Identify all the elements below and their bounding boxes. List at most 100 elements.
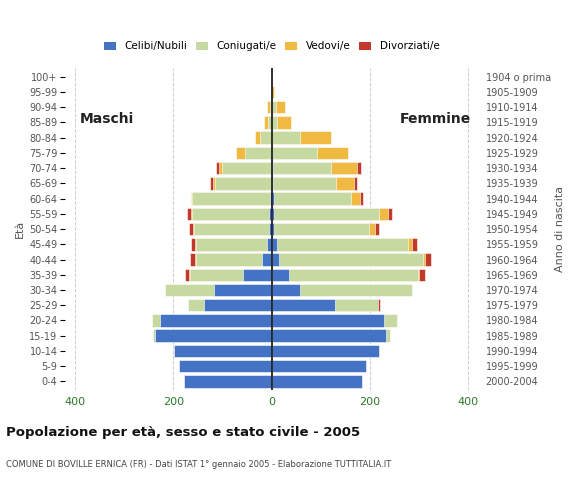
Bar <box>271 253 432 266</box>
Bar <box>271 162 357 174</box>
Bar <box>260 132 271 144</box>
Bar <box>219 162 271 174</box>
Bar <box>179 360 271 372</box>
Bar <box>269 207 271 220</box>
Bar <box>191 207 271 220</box>
Bar <box>271 238 417 251</box>
Text: COMUNE DI BOVILLE ERNICA (FR) - Dati ISTAT 1° gennaio 2005 - Elaborazione TUTTIT: COMUNE DI BOVILLE ERNICA (FR) - Dati IST… <box>6 459 391 468</box>
Bar <box>243 268 271 281</box>
Bar <box>187 207 271 220</box>
Bar <box>271 101 285 113</box>
Bar <box>193 223 271 235</box>
Bar <box>271 360 367 372</box>
Bar <box>185 268 271 281</box>
Bar <box>271 116 277 129</box>
Bar <box>235 147 271 159</box>
Bar <box>271 132 331 144</box>
Bar <box>153 329 271 342</box>
Bar <box>223 162 271 174</box>
Bar <box>270 192 271 205</box>
Bar <box>255 132 271 144</box>
Bar <box>271 147 349 159</box>
Bar <box>189 268 271 281</box>
Bar <box>271 192 274 205</box>
Bar <box>271 284 300 296</box>
Bar <box>271 192 360 205</box>
Bar <box>190 238 271 251</box>
Bar <box>271 116 291 129</box>
Text: Femmine: Femmine <box>400 112 471 126</box>
Bar <box>271 207 379 220</box>
Bar <box>271 162 273 174</box>
Bar <box>270 101 271 113</box>
Bar <box>190 207 271 220</box>
Text: Popolazione per età, sesso e stato civile - 2005: Popolazione per età, sesso e stato civil… <box>6 426 360 439</box>
Bar <box>262 253 271 266</box>
Text: Maschi: Maschi <box>80 112 134 126</box>
Bar <box>264 116 271 129</box>
Bar <box>197 253 271 266</box>
Bar <box>271 177 273 190</box>
Bar <box>267 101 271 113</box>
Bar <box>210 177 271 190</box>
Bar <box>271 86 274 98</box>
Bar <box>160 314 271 327</box>
Bar <box>195 253 271 266</box>
Bar <box>271 207 392 220</box>
Bar <box>192 192 271 205</box>
Bar <box>175 345 271 357</box>
Bar <box>271 299 378 312</box>
Bar <box>215 177 271 190</box>
Bar <box>271 238 277 251</box>
Bar <box>271 253 279 266</box>
Bar <box>271 132 300 144</box>
Bar <box>204 299 271 312</box>
Bar <box>188 299 271 312</box>
Bar <box>271 299 380 312</box>
Bar <box>190 268 271 281</box>
Bar <box>189 223 271 235</box>
Bar <box>271 253 423 266</box>
Bar <box>271 223 379 235</box>
Bar <box>271 177 354 190</box>
Bar <box>271 314 384 327</box>
Bar <box>271 101 275 113</box>
Bar <box>165 284 271 296</box>
Bar <box>271 345 379 357</box>
Bar <box>271 238 412 251</box>
Y-axis label: Età: Età <box>15 220 25 238</box>
Bar <box>190 253 271 266</box>
Bar <box>271 192 362 205</box>
Bar <box>213 177 271 190</box>
Bar <box>184 375 271 388</box>
Bar <box>271 162 361 174</box>
Bar <box>271 207 274 220</box>
Bar <box>271 207 387 220</box>
Bar <box>271 329 390 342</box>
Bar <box>191 192 271 205</box>
Bar <box>216 162 271 174</box>
Legend: Celibi/Nubili, Coniugati/e, Vedovi/e, Divorziati/e: Celibi/Nubili, Coniugati/e, Vedovi/e, Di… <box>104 41 440 51</box>
Bar <box>195 238 271 251</box>
Bar <box>245 147 271 159</box>
Bar <box>268 116 271 129</box>
Bar <box>271 147 317 159</box>
Bar <box>271 268 425 281</box>
Bar <box>197 238 271 251</box>
Bar <box>271 268 419 281</box>
Bar <box>271 329 386 342</box>
Bar <box>267 238 271 251</box>
Bar <box>271 223 369 235</box>
Bar <box>271 238 408 251</box>
Bar <box>271 162 331 174</box>
Bar <box>271 375 361 388</box>
Bar <box>271 177 335 190</box>
Bar <box>271 314 397 327</box>
Bar <box>271 177 357 190</box>
Bar <box>152 314 271 327</box>
Bar <box>271 253 426 266</box>
Bar <box>271 268 289 281</box>
Bar <box>271 223 375 235</box>
Bar <box>213 284 271 296</box>
Bar <box>155 329 271 342</box>
